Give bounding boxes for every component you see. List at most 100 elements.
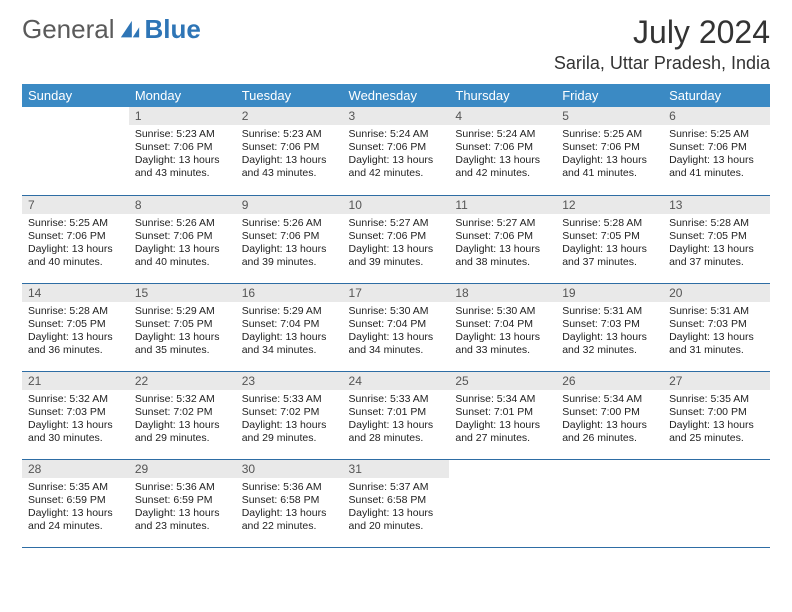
day-number: 29	[129, 460, 236, 478]
calendar-cell: 9Sunrise: 5:26 AMSunset: 7:06 PMDaylight…	[236, 195, 343, 283]
day-number: 24	[343, 372, 450, 390]
sunrise-line: Sunrise: 5:30 AM	[455, 305, 550, 318]
day-body: Sunrise: 5:23 AMSunset: 7:06 PMDaylight:…	[236, 125, 343, 185]
sail-icon	[119, 19, 141, 41]
sunrise-line: Sunrise: 5:30 AM	[349, 305, 444, 318]
calendar-row: 14Sunrise: 5:28 AMSunset: 7:05 PMDayligh…	[22, 283, 770, 371]
day-body: Sunrise: 5:29 AMSunset: 7:05 PMDaylight:…	[129, 302, 236, 362]
sunset-line: Sunset: 7:06 PM	[242, 141, 337, 154]
day-number: 25	[449, 372, 556, 390]
day-body: Sunrise: 5:29 AMSunset: 7:04 PMDaylight:…	[236, 302, 343, 362]
daylight-line: Daylight: 13 hours and 32 minutes.	[562, 331, 657, 357]
sunset-line: Sunset: 7:01 PM	[455, 406, 550, 419]
day-body: Sunrise: 5:33 AMSunset: 7:02 PMDaylight:…	[236, 390, 343, 450]
daylight-line: Daylight: 13 hours and 27 minutes.	[455, 419, 550, 445]
daylight-line: Daylight: 13 hours and 20 minutes.	[349, 507, 444, 533]
daylight-line: Daylight: 13 hours and 25 minutes.	[669, 419, 764, 445]
calendar-cell: 7Sunrise: 5:25 AMSunset: 7:06 PMDaylight…	[22, 195, 129, 283]
sunrise-line: Sunrise: 5:37 AM	[349, 481, 444, 494]
sunset-line: Sunset: 7:05 PM	[669, 230, 764, 243]
day-number: 19	[556, 284, 663, 302]
calendar-cell: 28Sunrise: 5:35 AMSunset: 6:59 PMDayligh…	[22, 459, 129, 547]
daylight-line: Daylight: 13 hours and 42 minutes.	[455, 154, 550, 180]
calendar-cell: 13Sunrise: 5:28 AMSunset: 7:05 PMDayligh…	[663, 195, 770, 283]
day-number: 5	[556, 107, 663, 125]
day-body: Sunrise: 5:36 AMSunset: 6:58 PMDaylight:…	[236, 478, 343, 538]
day-body: Sunrise: 5:35 AMSunset: 6:59 PMDaylight:…	[22, 478, 129, 538]
day-body: Sunrise: 5:34 AMSunset: 7:01 PMDaylight:…	[449, 390, 556, 450]
sunrise-line: Sunrise: 5:34 AM	[455, 393, 550, 406]
daylight-line: Daylight: 13 hours and 35 minutes.	[135, 331, 230, 357]
day-number: 3	[343, 107, 450, 125]
sunset-line: Sunset: 7:06 PM	[28, 230, 123, 243]
day-body: Sunrise: 5:37 AMSunset: 6:58 PMDaylight:…	[343, 478, 450, 538]
daylight-line: Daylight: 13 hours and 26 minutes.	[562, 419, 657, 445]
daylight-line: Daylight: 13 hours and 34 minutes.	[242, 331, 337, 357]
dh-sat: Saturday	[663, 84, 770, 107]
daylight-line: Daylight: 13 hours and 36 minutes.	[28, 331, 123, 357]
day-number: 10	[343, 196, 450, 214]
day-body: Sunrise: 5:35 AMSunset: 7:00 PMDaylight:…	[663, 390, 770, 450]
daylight-line: Daylight: 13 hours and 40 minutes.	[135, 243, 230, 269]
calendar-row: 1Sunrise: 5:23 AMSunset: 7:06 PMDaylight…	[22, 107, 770, 195]
dh-thu: Thursday	[449, 84, 556, 107]
daylight-line: Daylight: 13 hours and 43 minutes.	[135, 154, 230, 180]
calendar-cell	[22, 107, 129, 195]
calendar-cell: 3Sunrise: 5:24 AMSunset: 7:06 PMDaylight…	[343, 107, 450, 195]
day-number: 17	[343, 284, 450, 302]
sunset-line: Sunset: 7:06 PM	[455, 141, 550, 154]
sunset-line: Sunset: 7:06 PM	[135, 141, 230, 154]
sunrise-line: Sunrise: 5:25 AM	[28, 217, 123, 230]
day-number: 18	[449, 284, 556, 302]
calendar-row: 28Sunrise: 5:35 AMSunset: 6:59 PMDayligh…	[22, 459, 770, 547]
sunrise-line: Sunrise: 5:36 AM	[242, 481, 337, 494]
calendar-cell: 16Sunrise: 5:29 AMSunset: 7:04 PMDayligh…	[236, 283, 343, 371]
sunset-line: Sunset: 7:02 PM	[135, 406, 230, 419]
dh-fri: Friday	[556, 84, 663, 107]
calendar-cell	[449, 459, 556, 547]
day-body: Sunrise: 5:32 AMSunset: 7:02 PMDaylight:…	[129, 390, 236, 450]
brand-part2: Blue	[145, 14, 201, 45]
daylight-line: Daylight: 13 hours and 38 minutes.	[455, 243, 550, 269]
location: Sarila, Uttar Pradesh, India	[554, 53, 770, 74]
day-number: 1	[129, 107, 236, 125]
sunset-line: Sunset: 7:05 PM	[562, 230, 657, 243]
daylight-line: Daylight: 13 hours and 41 minutes.	[562, 154, 657, 180]
calendar-cell: 26 Sunrise: 5:34 AMSunset: 7:00 PMDayligh…	[556, 371, 663, 459]
day-body: Sunrise: 5:24 AMSunset: 7:06 PMDaylight:…	[449, 125, 556, 185]
calendar-cell: 23Sunrise: 5:33 AMSunset: 7:02 PMDayligh…	[236, 371, 343, 459]
daylight-line: Daylight: 13 hours and 24 minutes.	[28, 507, 123, 533]
sunset-line: Sunset: 7:04 PM	[455, 318, 550, 331]
sunrise-line: Sunrise: 5:34 AM	[562, 393, 657, 406]
sunset-line: Sunset: 7:06 PM	[669, 141, 764, 154]
daylight-line: Daylight: 13 hours and 28 minutes.	[349, 419, 444, 445]
day-body: Sunrise: 5:30 AMSunset: 7:04 PMDaylight:…	[449, 302, 556, 362]
day-body: Sunrise: 5:28 AMSunset: 7:05 PMDaylight:…	[663, 214, 770, 274]
day-number: 21	[22, 372, 129, 390]
sunset-line: Sunset: 7:06 PM	[455, 230, 550, 243]
calendar-cell: 2Sunrise: 5:23 AMSunset: 7:06 PMDaylight…	[236, 107, 343, 195]
sunrise-line: Sunrise: 5:35 AM	[28, 481, 123, 494]
day-body: Sunrise: 5:26 AMSunset: 7:06 PMDaylight:…	[236, 214, 343, 274]
daylight-line: Daylight: 13 hours and 42 minutes.	[349, 154, 444, 180]
daylight-line: Daylight: 13 hours and 29 minutes.	[242, 419, 337, 445]
day-number: 26	[556, 372, 663, 390]
sunset-line: Sunset: 7:00 PM	[562, 406, 657, 419]
day-number: 30	[236, 460, 343, 478]
sunset-line: Sunset: 7:04 PM	[242, 318, 337, 331]
sunset-line: Sunset: 7:05 PM	[28, 318, 123, 331]
day-body: Sunrise: 5:27 AMSunset: 7:06 PMDaylight:…	[343, 214, 450, 274]
sunrise-line: Sunrise: 5:28 AM	[669, 217, 764, 230]
calendar-cell: 17Sunrise: 5:30 AMSunset: 7:04 PMDayligh…	[343, 283, 450, 371]
sunrise-line: Sunrise: 5:26 AM	[135, 217, 230, 230]
sunset-line: Sunset: 7:02 PM	[242, 406, 337, 419]
day-body: Sunrise: 5:31 AMSunset: 7:03 PMDaylight:…	[663, 302, 770, 362]
sunrise-line: Sunrise: 5:31 AM	[669, 305, 764, 318]
sunset-line: Sunset: 6:59 PM	[28, 494, 123, 507]
daylight-line: Daylight: 13 hours and 39 minutes.	[349, 243, 444, 269]
day-body: Sunrise: 5:30 AMSunset: 7:04 PMDaylight:…	[343, 302, 450, 362]
sunrise-line: Sunrise: 5:24 AM	[455, 128, 550, 141]
day-number: 12	[556, 196, 663, 214]
day-body: Sunrise: 5:32 AMSunset: 7:03 PMDaylight:…	[22, 390, 129, 450]
calendar-cell: 11Sunrise: 5:27 AMSunset: 7:06 PMDayligh…	[449, 195, 556, 283]
